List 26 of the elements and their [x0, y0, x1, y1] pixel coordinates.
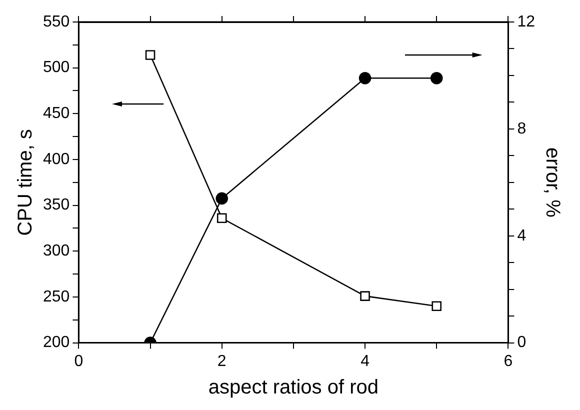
y-tick-label: 400 — [42, 150, 70, 168]
point — [216, 213, 227, 224]
y-tick-label: 350 — [42, 196, 70, 214]
point — [430, 72, 443, 84]
x-tick-label: 6 — [504, 352, 513, 370]
y2-tick-label: 8 — [517, 120, 526, 138]
x-tick-label: 4 — [360, 352, 370, 370]
y-tick-label: 450 — [42, 105, 70, 122]
y-axis-title: CPU time, s — [14, 129, 37, 236]
y-tick-label: 250 — [42, 288, 70, 306]
point — [216, 192, 228, 205]
y-tick-label: 500 — [42, 59, 70, 76]
point — [358, 72, 372, 84]
y-tick-label: 200 — [42, 334, 70, 352]
x-axis-title: aspect ratios of rod — [208, 376, 378, 399]
y2-tick-label: 12 — [517, 13, 536, 30]
x-tick-label: 2 — [217, 352, 226, 370]
point — [432, 301, 442, 312]
y2-axis-title: error, % — [541, 147, 564, 218]
y2-tick-label: 4 — [517, 227, 526, 244]
y2-tick-label: 0 — [517, 334, 526, 352]
y-tick-label: 300 — [42, 242, 70, 260]
point — [360, 291, 370, 301]
x-tick-label: 0 — [74, 352, 84, 370]
y-tick-label: 550 — [42, 13, 70, 30]
point — [145, 50, 156, 60]
